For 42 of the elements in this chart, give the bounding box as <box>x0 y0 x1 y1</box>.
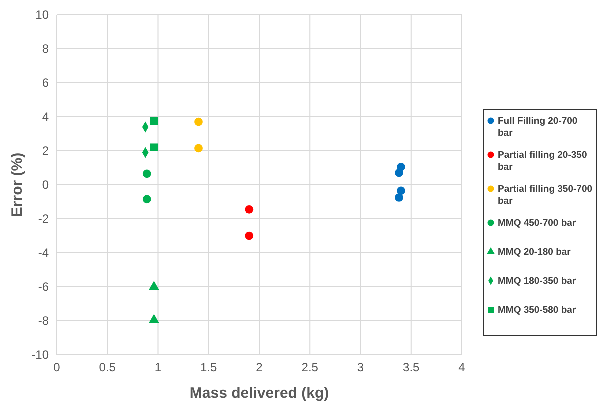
point <box>142 170 152 178</box>
y-tick-label: 2 <box>42 144 50 158</box>
point <box>149 281 160 290</box>
x-tick-label: 0.5 <box>99 360 116 375</box>
y-tick-label: 8 <box>42 42 50 56</box>
y-tick-label: -6 <box>38 280 50 294</box>
x-tick-label: 0 <box>54 360 61 375</box>
point <box>149 314 160 324</box>
y-tick-label: 6 <box>42 76 50 90</box>
legend-label: Partial filling 20-350 bar <box>498 150 588 173</box>
x-tick-label: 2 <box>256 360 264 375</box>
point <box>142 195 152 204</box>
x-axis-title: Mass delivered (kg) <box>190 385 330 402</box>
point <box>395 168 404 178</box>
y-tick-label: 0 <box>42 178 50 192</box>
point <box>245 232 254 240</box>
legend-label: MMQ 350-580 bar <box>498 305 576 316</box>
y-tick-label: 4 <box>42 110 50 124</box>
x-tick-label: 1.5 <box>200 360 218 375</box>
legend-label: Full Filling 20-700 bar <box>498 116 578 139</box>
y-tick-label: -10 <box>32 348 50 362</box>
point <box>150 144 158 152</box>
legend-label: Partial filling 350-700 bar <box>498 184 593 207</box>
point <box>150 117 158 126</box>
legend-label: MMQ 180-350 bar <box>498 276 576 287</box>
point <box>245 205 254 214</box>
x-tick-label: 4 <box>458 360 466 375</box>
point <box>194 118 203 126</box>
y-tick-label: -4 <box>38 246 50 260</box>
y-axis-title: Error (%) <box>9 152 26 218</box>
x-tick-label: 3 <box>357 360 364 375</box>
y-tick-label: 10 <box>36 8 50 22</box>
legend-label: MMQ 20-180 bar <box>498 247 572 258</box>
legend-label: MMQ 450-700 bar <box>498 218 576 229</box>
point <box>395 194 404 202</box>
x-tick-label: 3.5 <box>403 360 420 375</box>
x-tick-label: 2.5 <box>302 360 319 375</box>
x-tick-label: 1 <box>154 360 162 375</box>
y-tick-label: -8 <box>38 314 50 328</box>
point <box>397 186 406 196</box>
point <box>194 144 203 153</box>
y-tick-label: -2 <box>38 212 50 226</box>
